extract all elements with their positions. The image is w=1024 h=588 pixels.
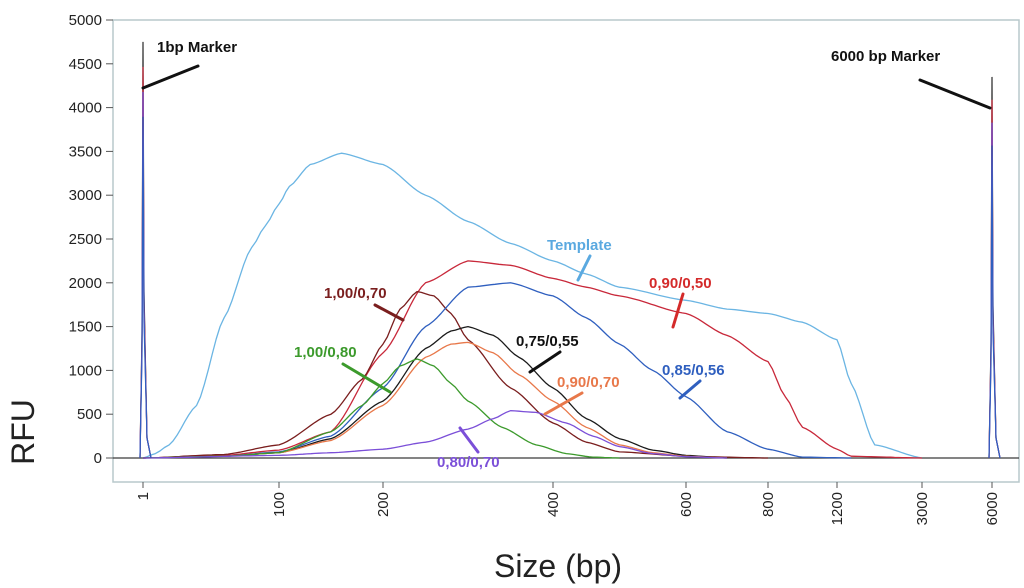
annotation-leader [543, 391, 584, 416]
x-tick-label: 800 [760, 492, 777, 517]
x-tick-label: 200 [375, 492, 392, 517]
x-tick-label: 600 [678, 492, 695, 517]
annotation-label: 1bp Marker [157, 39, 237, 56]
y-tick-label: 1500 [69, 319, 102, 336]
annotation-leader [671, 292, 685, 329]
y-tick-label: 2500 [69, 231, 102, 248]
annotation-label: 0,90/0,50 [649, 275, 712, 292]
plot-frame [112, 19, 1020, 483]
y-tick-label: 500 [77, 406, 102, 423]
marker-peak [988, 145, 1001, 459]
annotation-label: 0,90/0,70 [557, 374, 620, 391]
series-line [143, 410, 728, 459]
x-axis-title: Size (bp) [494, 548, 622, 584]
x-tick-label: 400 [545, 492, 562, 517]
y-tick-label: 3000 [69, 187, 102, 204]
series-line [142, 152, 923, 459]
y-tick-label: 1000 [69, 362, 102, 379]
annotation-label: 0,80/0,70 [437, 454, 500, 471]
y-tick-label: 5000 [69, 12, 102, 29]
y-tick-label: 4000 [69, 100, 102, 117]
annotation-leader [678, 379, 702, 400]
y-tick-label: 2000 [69, 275, 102, 292]
annotation-label: 0,75/0,55 [516, 333, 579, 350]
annotation-label: 0,85/0,56 [662, 362, 725, 379]
series-line [142, 358, 620, 459]
y-tick-label: 3500 [69, 143, 102, 160]
annotation-leader [458, 426, 480, 454]
series-line [142, 282, 852, 459]
annotation-leader [528, 350, 562, 374]
x-tick-label: 100 [271, 492, 288, 517]
y-tick-label: 4500 [69, 56, 102, 73]
annotation-label: 6000 bp Marker [831, 48, 940, 65]
y-tick-label: 0 [94, 450, 102, 467]
series-line [142, 325, 728, 459]
annotation-label: 1,00/0,80 [294, 344, 357, 361]
x-tick-label: 1 [135, 492, 152, 500]
marker-peak [139, 116, 152, 459]
series-line [142, 260, 923, 459]
annotation-label: Template [547, 237, 612, 254]
annotation-label: 1,00/0,70 [324, 285, 387, 302]
x-tick-label: 3000 [914, 492, 931, 525]
y-axis-title: RFU [5, 399, 41, 465]
annotation-leader [576, 254, 592, 282]
annotation-leader [341, 362, 392, 394]
annotation-leader [141, 64, 200, 90]
annotation-leader [918, 78, 992, 110]
annotation-leader [373, 303, 405, 322]
x-tick-label: 1200 [829, 492, 846, 525]
x-tick-label: 6000 [984, 492, 1001, 525]
